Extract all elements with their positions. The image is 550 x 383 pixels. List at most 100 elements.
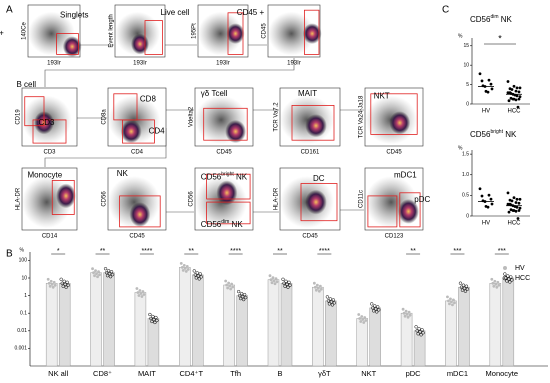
significance: *** [453,248,461,255]
dot [452,298,455,302]
bar [236,295,248,367]
dot [51,285,55,289]
dot [229,287,233,291]
y-tick-label: 100 [19,258,28,264]
label-part: γδ Tcell [201,89,228,98]
label: B cell [17,80,37,89]
dot [194,276,198,280]
dot [518,197,522,201]
y-axis-label: HLA-DR [16,187,22,210]
dot [421,331,425,335]
density [216,180,238,206]
label-part: mDC1 [394,171,417,180]
y-tick-label: 0.001 [14,346,27,352]
dot [239,291,244,296]
label-part: CD56 [201,172,222,181]
dot [148,312,152,317]
dot [405,312,409,316]
dot [377,308,381,312]
dot [243,295,248,300]
label: CD56dim NK [201,219,244,229]
dot [480,79,484,83]
dot [198,272,202,276]
dot [503,272,507,276]
dot [458,281,463,285]
dot [496,280,500,284]
dot [511,97,515,101]
dot [360,315,364,318]
bar [103,272,115,367]
dot [362,321,366,324]
dot [486,205,490,209]
dot [506,91,510,95]
gate [399,192,421,228]
label-part: CD4 [149,127,166,136]
dot [447,299,450,303]
dot [269,278,273,282]
dot [283,284,287,288]
dot [282,281,286,285]
dot [514,209,518,213]
y-tick-label: 0.01 [17,328,27,334]
dot [505,279,509,283]
dot [507,277,511,281]
x-tick-label: HV [482,221,490,227]
bar [192,274,204,367]
dot [183,267,187,270]
x-tick-label: HCC [508,109,522,115]
y-axis-label: Vdelta2 [189,106,195,127]
x-tick-label: CD8⁺ [93,369,112,378]
dot [49,279,53,283]
dot [417,327,421,331]
dot [50,282,54,286]
dot [515,94,519,98]
gate [370,93,418,135]
dot [403,314,407,318]
dot [517,209,521,212]
bar [45,283,58,367]
label-part: NK [503,130,517,139]
label-part: Monocyte [28,171,63,180]
dot [515,205,519,209]
label-part: B cell [17,80,37,89]
x-axis-label: CD3 [43,150,56,156]
dot [364,319,368,322]
significance: ** [410,248,416,255]
dot [196,274,200,278]
dot [463,289,468,293]
dot [361,318,365,321]
gate [56,33,79,55]
x-tick-label: mDC1 [447,369,468,378]
y-tick-label: 15 [463,43,469,49]
dot [139,292,143,295]
y-axis-label: TCR Va24-Ja18 [359,95,365,138]
dot [104,271,109,275]
dot [47,281,51,285]
dot [518,86,522,90]
dot [313,285,317,289]
dot [52,280,56,284]
dot [328,297,333,301]
gate [51,179,75,215]
dot [91,267,94,271]
dot [487,193,491,197]
dot [93,274,96,278]
dot [514,89,518,93]
density [302,23,322,44]
bar [325,300,337,367]
label: 193Ir + [0,29,4,38]
dot [318,284,322,288]
dot [478,72,482,76]
legend-marker [502,275,508,281]
x-tick-label: Monocyte [486,369,519,378]
dot [226,286,230,290]
dot [418,330,422,334]
bar [502,277,515,367]
gate [227,12,244,55]
dot [61,284,65,288]
dot [510,88,514,91]
dot [515,86,519,90]
dot [373,304,377,308]
x-axis-label: CD45 [129,234,145,240]
dot [512,84,516,88]
